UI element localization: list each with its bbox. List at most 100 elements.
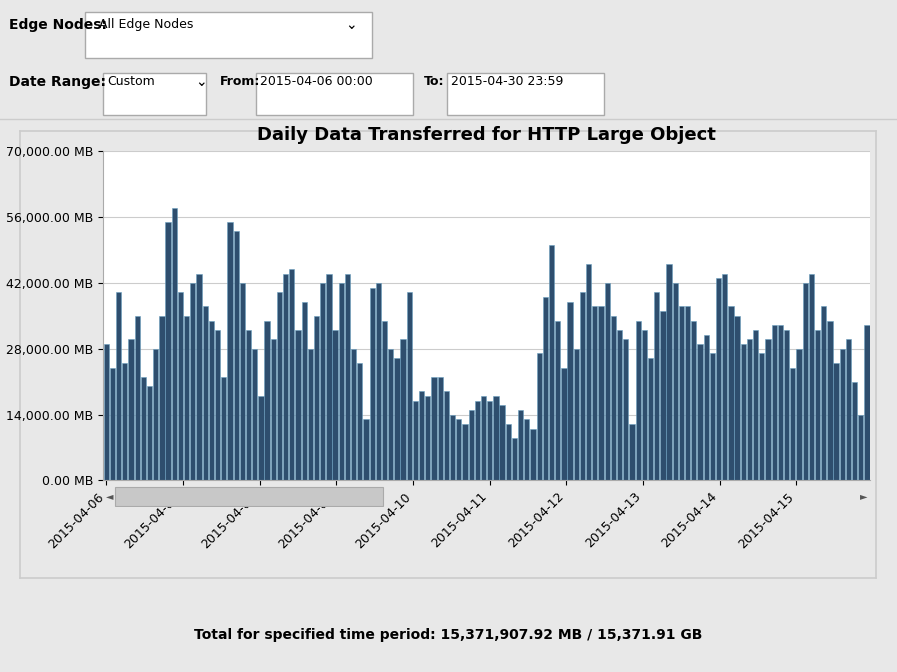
Bar bbox=[778, 325, 783, 480]
Bar bbox=[109, 368, 115, 480]
Bar bbox=[784, 330, 789, 480]
Bar bbox=[314, 316, 319, 480]
Bar bbox=[406, 292, 412, 480]
Bar bbox=[833, 363, 839, 480]
Bar bbox=[500, 405, 505, 480]
Bar bbox=[666, 264, 672, 480]
Bar bbox=[579, 292, 585, 480]
Bar bbox=[803, 283, 808, 480]
Bar bbox=[388, 349, 394, 480]
Bar bbox=[289, 269, 294, 480]
Bar bbox=[549, 245, 554, 480]
Bar bbox=[265, 321, 270, 480]
Bar bbox=[530, 429, 536, 480]
Bar bbox=[598, 306, 604, 480]
Bar bbox=[814, 330, 820, 480]
Text: ◄: ◄ bbox=[106, 491, 114, 501]
Bar bbox=[797, 349, 802, 480]
Bar bbox=[524, 419, 529, 480]
Bar bbox=[141, 377, 146, 480]
Bar bbox=[765, 339, 771, 480]
Bar bbox=[122, 363, 127, 480]
Bar bbox=[543, 297, 548, 480]
Bar bbox=[184, 316, 189, 480]
Bar bbox=[747, 339, 752, 480]
Bar bbox=[178, 292, 183, 480]
Bar bbox=[858, 415, 864, 480]
Bar bbox=[846, 339, 851, 480]
Bar bbox=[271, 339, 276, 480]
Bar bbox=[865, 325, 869, 480]
Bar bbox=[370, 288, 375, 480]
Bar bbox=[320, 283, 326, 480]
Text: ►: ► bbox=[859, 491, 867, 501]
Bar bbox=[209, 321, 214, 480]
Bar bbox=[592, 306, 597, 480]
Text: ⌄: ⌄ bbox=[345, 18, 357, 32]
Bar bbox=[444, 391, 449, 480]
Bar bbox=[512, 438, 517, 480]
Bar bbox=[431, 377, 437, 480]
Bar bbox=[333, 330, 337, 480]
Text: 2015-04-06 00:00: 2015-04-06 00:00 bbox=[260, 75, 373, 88]
Text: Custom: Custom bbox=[108, 75, 155, 88]
Bar bbox=[697, 344, 702, 480]
Bar bbox=[308, 349, 313, 480]
Bar bbox=[419, 391, 424, 480]
Bar bbox=[586, 264, 591, 480]
Bar bbox=[623, 339, 629, 480]
Text: To:: To: bbox=[424, 75, 445, 88]
Bar bbox=[233, 231, 239, 480]
Bar bbox=[438, 377, 443, 480]
Text: Edge Nodes:: Edge Nodes: bbox=[9, 18, 107, 32]
Bar bbox=[153, 349, 159, 480]
Text: 2015-04-30 23:59: 2015-04-30 23:59 bbox=[451, 75, 563, 88]
Text: All Edge Nodes: All Edge Nodes bbox=[99, 18, 193, 31]
Bar bbox=[116, 292, 121, 480]
Bar bbox=[660, 311, 666, 480]
Bar bbox=[493, 396, 499, 480]
Bar bbox=[728, 306, 734, 480]
Bar bbox=[363, 419, 369, 480]
Bar bbox=[165, 222, 170, 480]
Bar bbox=[462, 424, 467, 480]
Bar bbox=[351, 349, 356, 480]
Bar bbox=[536, 353, 542, 480]
Bar bbox=[135, 316, 140, 480]
Bar bbox=[518, 410, 523, 480]
Bar bbox=[611, 316, 616, 480]
Bar bbox=[481, 396, 486, 480]
Bar bbox=[277, 292, 282, 480]
Bar bbox=[104, 344, 109, 480]
Bar bbox=[301, 302, 307, 480]
Bar bbox=[487, 401, 492, 480]
Bar bbox=[339, 283, 344, 480]
Bar bbox=[258, 396, 264, 480]
Bar bbox=[171, 208, 177, 480]
Bar bbox=[376, 283, 381, 480]
Bar bbox=[382, 321, 388, 480]
Bar bbox=[630, 424, 634, 480]
FancyBboxPatch shape bbox=[256, 73, 413, 115]
Bar bbox=[457, 419, 461, 480]
Bar bbox=[562, 368, 567, 480]
Text: Total for specified time period: 15,371,907.92 MB / 15,371.91 GB: Total for specified time period: 15,371,… bbox=[195, 628, 702, 642]
Bar bbox=[692, 321, 696, 480]
Bar bbox=[400, 339, 405, 480]
Bar bbox=[703, 335, 709, 480]
Text: From:: From: bbox=[220, 75, 260, 88]
Bar bbox=[648, 358, 653, 480]
Bar bbox=[636, 321, 640, 480]
Bar bbox=[617, 330, 623, 480]
FancyBboxPatch shape bbox=[85, 12, 372, 58]
Text: ⌄: ⌄ bbox=[196, 75, 207, 89]
Bar bbox=[239, 283, 245, 480]
Bar bbox=[771, 325, 777, 480]
FancyBboxPatch shape bbox=[103, 73, 206, 115]
Bar bbox=[283, 274, 288, 480]
Bar bbox=[741, 344, 746, 480]
Bar bbox=[827, 321, 832, 480]
Bar bbox=[506, 424, 511, 480]
Bar bbox=[215, 330, 220, 480]
Bar bbox=[790, 368, 796, 480]
